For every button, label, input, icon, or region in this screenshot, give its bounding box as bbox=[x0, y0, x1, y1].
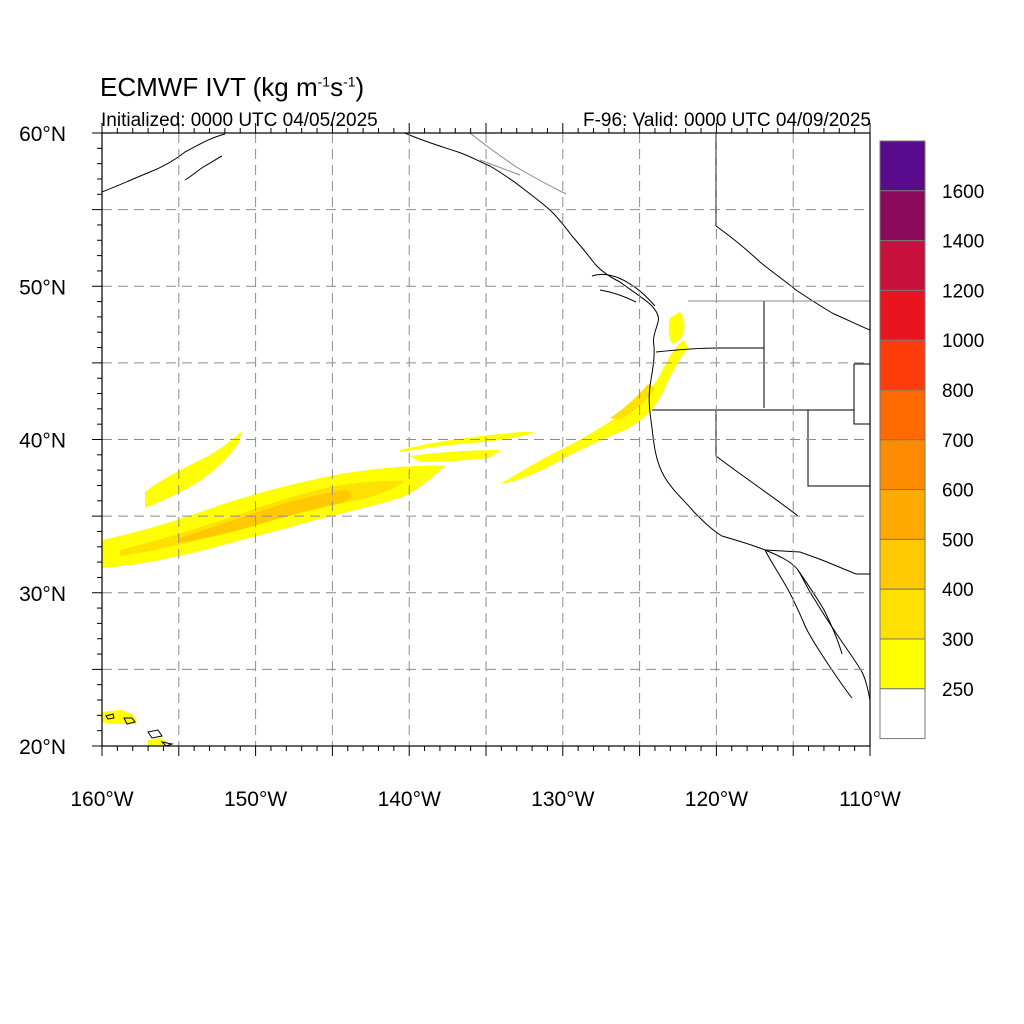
colorbar-swatch bbox=[879, 389, 926, 441]
colorbar bbox=[879, 140, 926, 740]
lat-label: 40°N bbox=[19, 430, 66, 453]
ivt-plume-east-core bbox=[610, 384, 655, 420]
coastlines bbox=[102, 133, 870, 746]
ivt-band-middle bbox=[400, 432, 535, 452]
valid-time-label: F-96: Valid: 0000 UTC 04/09/2025 bbox=[583, 110, 871, 131]
colorbar-swatch bbox=[879, 339, 926, 391]
ivt-hawaii bbox=[102, 710, 137, 724]
colorbar-labels: 1600 1400 1200 1000 800 700 600 500 400 300 250 bbox=[942, 182, 984, 701]
colorbar-swatch bbox=[879, 439, 926, 491]
colorbar-swatch bbox=[879, 489, 926, 540]
colorbar-label: 700 bbox=[942, 431, 974, 452]
lon-label: 150°W bbox=[224, 788, 287, 811]
colorbar-label: 300 bbox=[942, 630, 974, 651]
colorbar-label: 1400 bbox=[942, 232, 984, 253]
lat-label: 30°N bbox=[19, 583, 66, 606]
colorbar-swatch bbox=[879, 140, 926, 192]
longitude-labels: 160°W 150°W 140°W 130°W 120°W 110°W bbox=[70, 788, 901, 811]
colorbar-swatch bbox=[879, 289, 926, 341]
lat-label: 50°N bbox=[19, 276, 66, 299]
lon-label: 140°W bbox=[378, 788, 441, 811]
colorbar-label: 1000 bbox=[942, 331, 984, 352]
lon-label: 120°W bbox=[685, 788, 748, 811]
colorbar-swatch bbox=[879, 588, 926, 640]
lon-label: 130°W bbox=[531, 788, 594, 811]
colorbar-label: 1200 bbox=[942, 281, 984, 302]
lat-label: 60°N bbox=[19, 123, 66, 146]
ivt-band-middle-2 bbox=[410, 450, 500, 462]
axis-ticks bbox=[92, 123, 871, 756]
colorbar-swatch bbox=[879, 688, 926, 740]
initialized-label: Initialized: 0000 UTC 04/05/2025 bbox=[101, 110, 378, 131]
map-title: ECMWF IVT (kg m-1s-1) bbox=[100, 72, 365, 102]
colorbar-label: 800 bbox=[942, 381, 974, 402]
ivt-band-north bbox=[145, 431, 242, 508]
colorbar-label: 400 bbox=[942, 580, 974, 601]
colorbar-label: 500 bbox=[942, 530, 974, 551]
lat-label: 20°N bbox=[19, 736, 66, 759]
ivt-hawaii-2 bbox=[148, 738, 168, 746]
colorbar-label: 250 bbox=[942, 680, 974, 701]
latitude-labels: 60°N 50°N 40°N 30°N 20°N bbox=[19, 123, 66, 759]
colorbar-swatch bbox=[879, 190, 926, 242]
colorbar-swatch bbox=[879, 240, 926, 291]
colorbar-label: 600 bbox=[942, 481, 974, 502]
international-border bbox=[469, 133, 870, 302]
colorbar-swatch bbox=[879, 538, 926, 590]
ivt-plume bbox=[102, 312, 688, 746]
colorbar-swatch bbox=[879, 638, 926, 690]
colorbar-label: 1600 bbox=[942, 182, 984, 203]
ivt-plume-east bbox=[500, 340, 688, 484]
lon-label: 160°W bbox=[70, 788, 133, 811]
grid-lines bbox=[102, 133, 870, 746]
ivt-plume-north bbox=[668, 312, 685, 344]
state-borders bbox=[652, 133, 870, 575]
lon-label: 110°W bbox=[839, 788, 901, 811]
